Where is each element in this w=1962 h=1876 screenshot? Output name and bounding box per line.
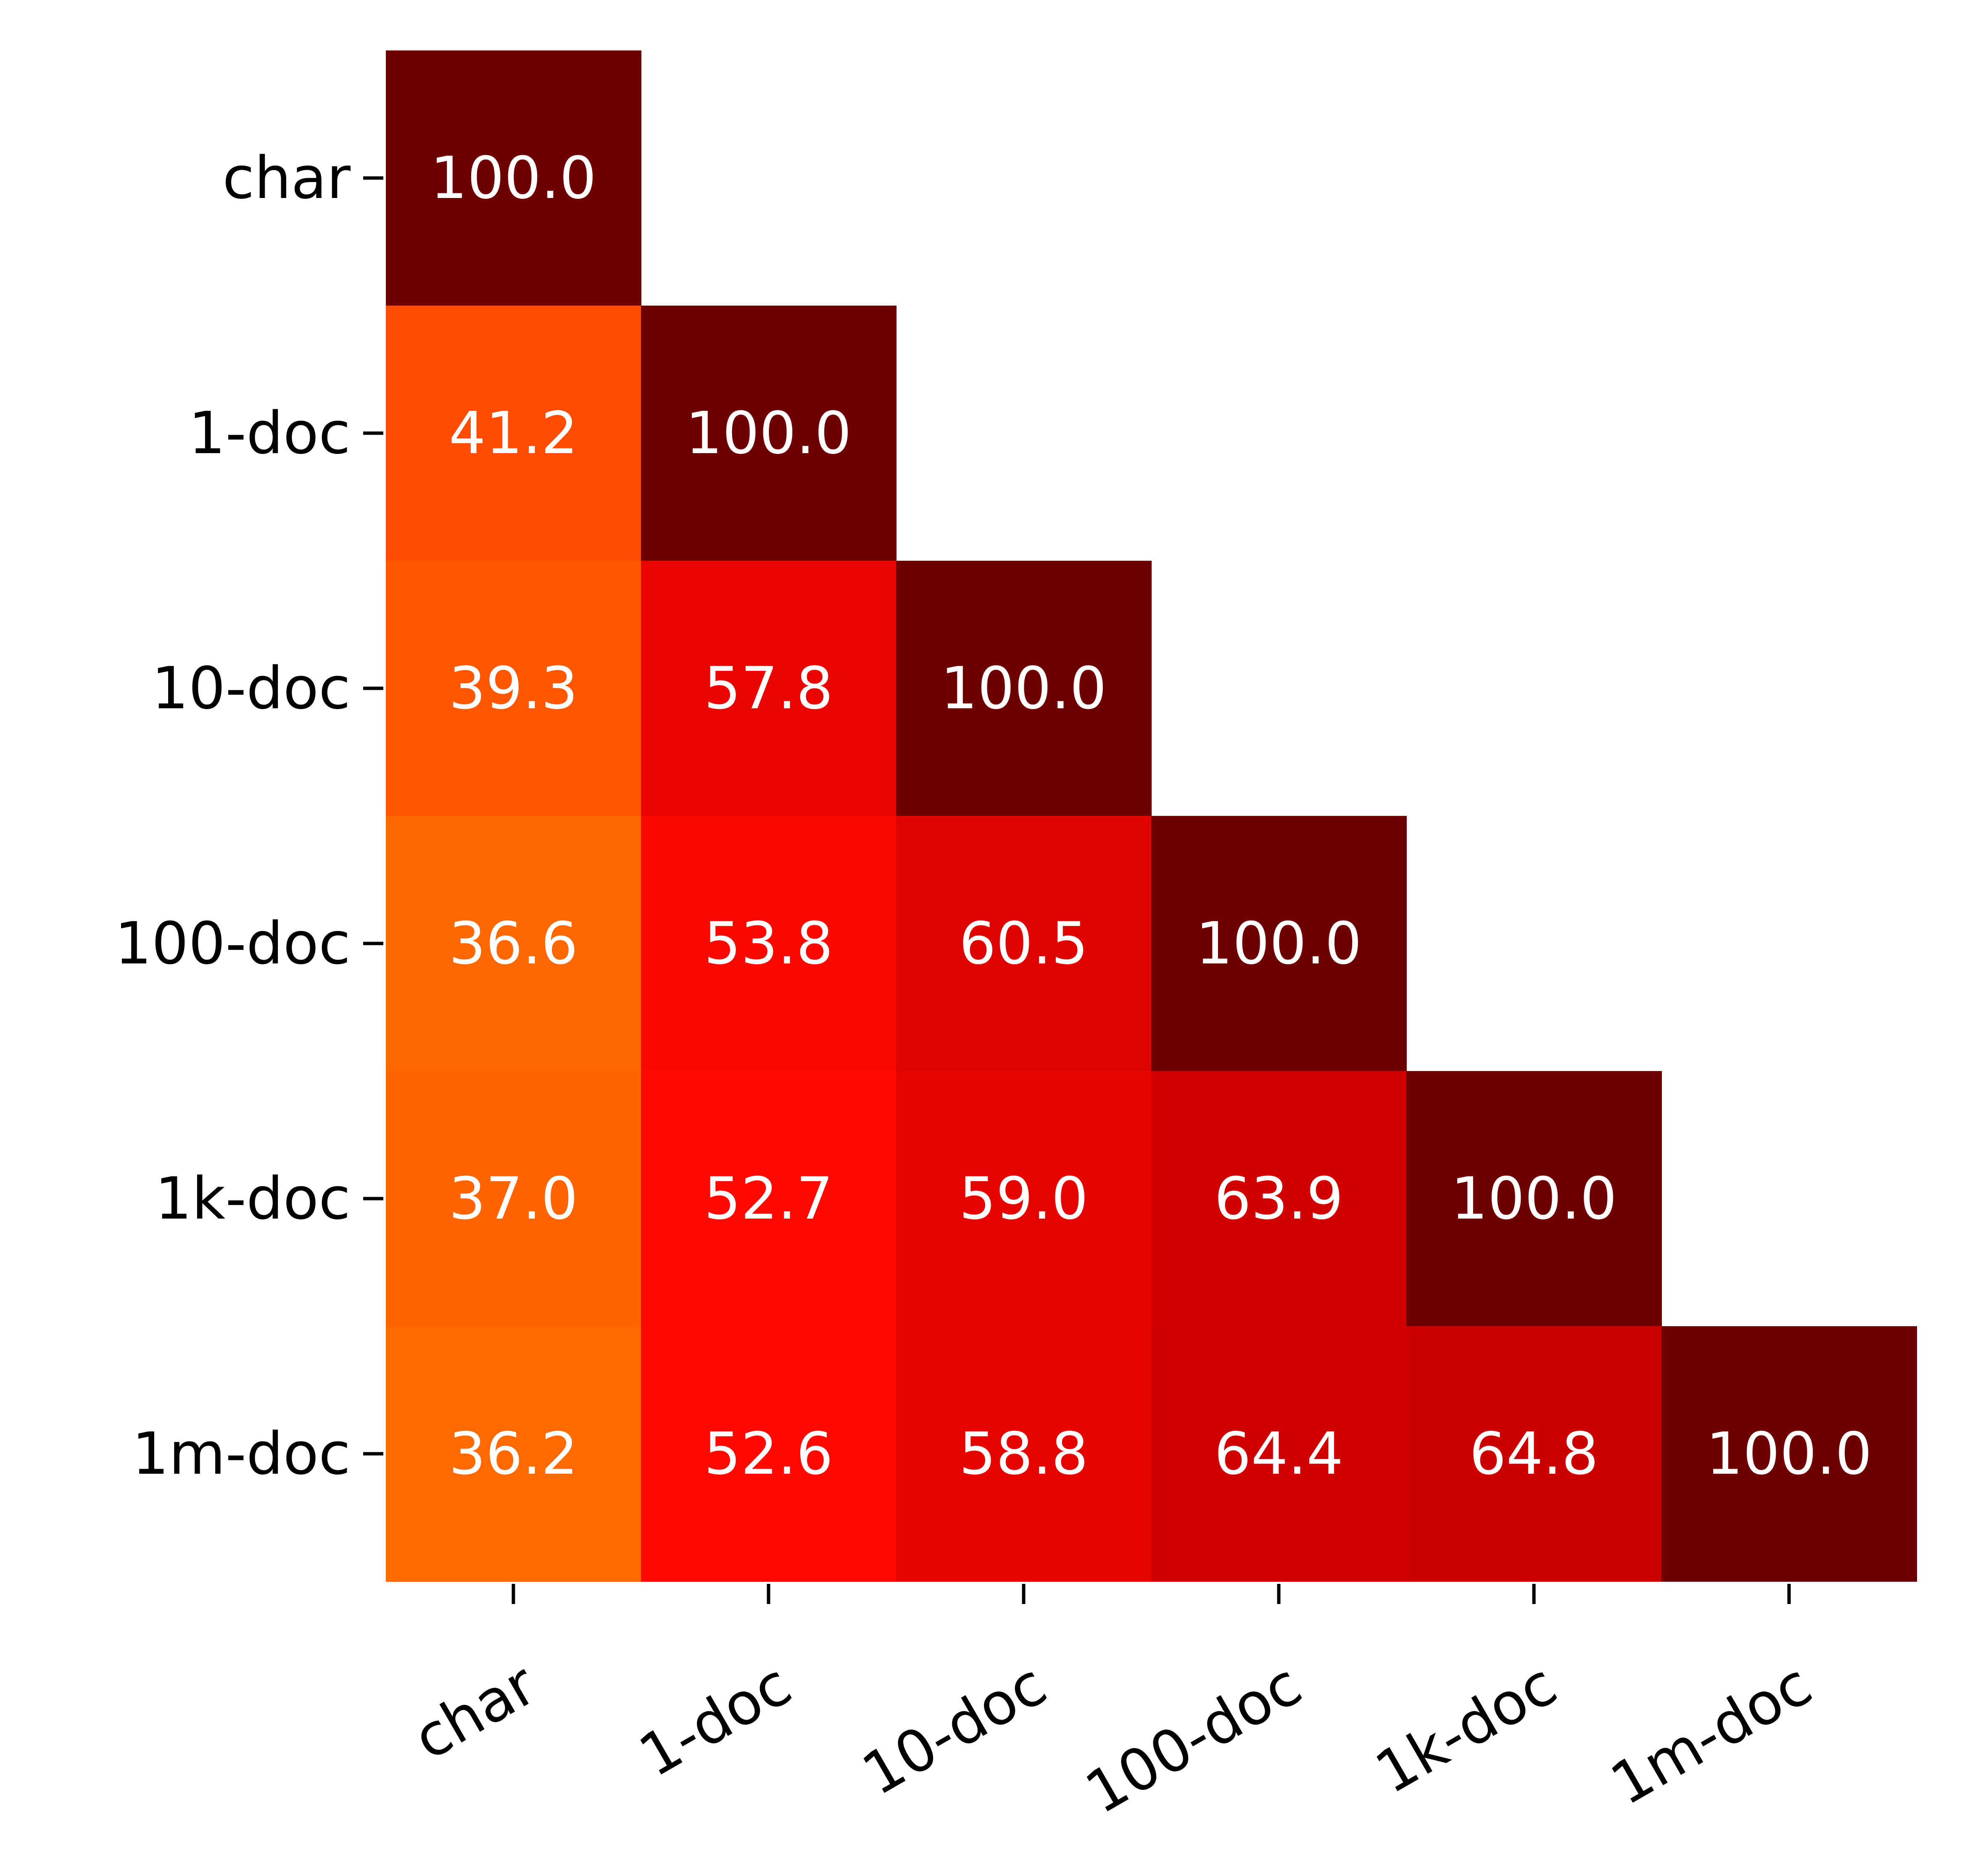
cell-value-label: 59.0 <box>959 1165 1088 1232</box>
heatmap-cell-1m-doc-100-doc <box>1151 1326 1407 1582</box>
cell-value-label: 64.8 <box>1469 1420 1598 1488</box>
cell-value-label: 63.9 <box>1214 1165 1343 1232</box>
y-tick-label-10-doc: 10-doc <box>152 654 351 722</box>
x-tick-label-1k-doc: 1k-doc <box>1364 1650 1568 1807</box>
x-tick-label-1-doc: 1-doc <box>628 1650 802 1790</box>
y-tick-label-1m-doc: 1m-doc <box>132 1420 351 1488</box>
cell-value-label: 52.6 <box>704 1420 833 1488</box>
heatmap-cell-1m-doc-char <box>386 1326 641 1582</box>
heatmap-cell-1-doc-char <box>386 306 641 561</box>
cell-value-label: 53.8 <box>704 910 833 977</box>
cell-value-label: 100.0 <box>1706 1420 1872 1488</box>
x-tick-label-char: char <box>402 1650 547 1773</box>
cell-value-label: 58.8 <box>959 1420 1088 1488</box>
cell-value-label: 100.0 <box>941 654 1107 722</box>
y-tick-label-1k-doc: 1k-doc <box>155 1165 351 1232</box>
heatmap-cell-10-doc-char <box>386 561 641 816</box>
cell-value-label: 100.0 <box>430 144 596 212</box>
heatmap-cell-10-doc-10-doc <box>896 561 1152 816</box>
heatmap-cell-1k-doc-1-doc <box>641 1071 897 1327</box>
x-tick-label-10-doc: 10-doc <box>851 1650 1057 1808</box>
heatmap-cell-100-doc-1-doc <box>641 816 897 1071</box>
x-tick-label-1m-doc: 1m-doc <box>1600 1650 1823 1818</box>
cell-value-label: 100.0 <box>686 399 852 467</box>
heatmap-cell-1k-doc-1k-doc <box>1406 1071 1662 1327</box>
heatmap-cell-1k-doc-char <box>386 1071 641 1327</box>
y-tick-label-1-doc: 1-doc <box>189 399 351 467</box>
y-tick-label-100-doc: 100-doc <box>115 910 351 977</box>
cells-layer <box>386 50 1917 1582</box>
heatmap-cell-1k-doc-100-doc <box>1151 1071 1407 1327</box>
cell-value-label: 37.0 <box>449 1165 578 1232</box>
cell-value-label: 36.2 <box>449 1420 578 1488</box>
heatmap-cell-100-doc-char <box>386 816 641 1071</box>
heatmap-cell-1m-doc-1m-doc <box>1661 1326 1917 1582</box>
heatmap-cell-100-doc-10-doc <box>896 816 1152 1071</box>
heatmap-cell-100-doc-100-doc <box>1151 816 1407 1071</box>
cell-value-label: 52.7 <box>704 1165 833 1232</box>
y-axis: char 1-doc 10-doc 100-doc 1k-doc 1m-doc <box>115 144 383 1488</box>
heatmap-cell-1m-doc-1k-doc <box>1406 1326 1662 1582</box>
y-tick-label-char: char <box>222 144 351 212</box>
x-axis: char 1-doc 10-doc 100-doc 1k-doc 1m-doc <box>402 1584 1823 1827</box>
cell-value-label: 64.4 <box>1214 1420 1343 1488</box>
heatmap-cell-char-char <box>386 50 641 306</box>
heatmap-cell-1m-doc-1-doc <box>641 1326 897 1582</box>
cell-value-label: 36.6 <box>449 910 578 977</box>
cell-value-label: 60.5 <box>959 910 1088 977</box>
heatmap-cell-1k-doc-10-doc <box>896 1071 1152 1327</box>
cell-value-label: 39.3 <box>449 654 578 722</box>
heatmap-cell-1m-doc-10-doc <box>896 1326 1152 1582</box>
heatmap-cell-10-doc-1-doc <box>641 561 897 816</box>
x-tick-label-100-doc: 100-doc <box>1074 1650 1312 1827</box>
heatmap-cell-1-doc-1-doc <box>641 306 897 561</box>
cell-value-label: 100.0 <box>1451 1165 1617 1232</box>
cell-value-label: 100.0 <box>1196 910 1362 977</box>
cell-value-label: 57.8 <box>704 654 833 722</box>
cell-value-label: 41.2 <box>449 399 578 467</box>
cell-labels-layer: 100.0 41.2 100.0 39.3 57.8 100.0 36.6 53.8 60.5 1… <box>430 144 1872 1488</box>
